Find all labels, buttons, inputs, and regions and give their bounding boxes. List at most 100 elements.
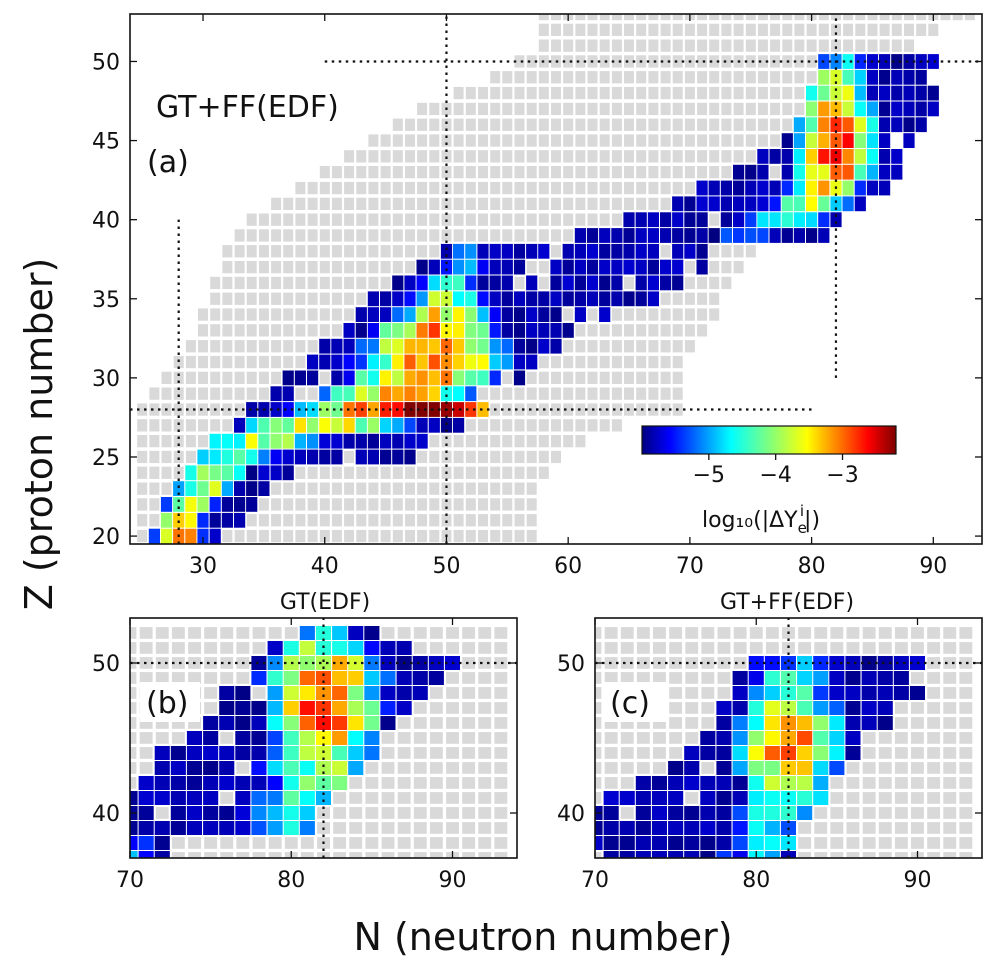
nucleus-cell: [348, 626, 364, 640]
nucleus-cell: [299, 761, 315, 775]
empty-cell: [344, 181, 355, 195]
empty-cell: [392, 498, 403, 511]
nucleus-cell: [392, 323, 404, 338]
nucleus-cell: [170, 791, 186, 805]
empty-cell: [514, 166, 525, 179]
empty-cell: [295, 229, 306, 242]
empty-cell: [794, 39, 805, 52]
panel-a-x-ticks: 30 40 50 60 70 80 90: [189, 14, 947, 579]
empty-cell: [831, 23, 841, 36]
empty-cell: [429, 166, 440, 179]
empty-cell: [624, 371, 634, 384]
empty-cell: [130, 642, 137, 654]
nucleus-cell: [797, 746, 813, 760]
nucleus-cell: [818, 212, 830, 228]
empty-cell: [344, 482, 355, 495]
empty-cell: [604, 672, 618, 684]
empty-cell: [575, 340, 586, 353]
empty-cell: [462, 807, 476, 819]
empty-cell: [465, 435, 476, 448]
empty-cell: [943, 747, 957, 759]
panel-b-label-box: [140, 682, 200, 722]
nucleus-cell: [708, 196, 720, 212]
empty-cell: [155, 627, 169, 639]
nucleus-cell: [672, 228, 684, 243]
empty-cell: [669, 657, 683, 669]
empty-cell: [295, 324, 306, 337]
nucleus-cell: [364, 746, 380, 760]
nucleus-cell: [332, 716, 348, 730]
empty-cell: [514, 403, 525, 416]
nucleus-cell: [282, 402, 294, 417]
nucleus-cell: [599, 275, 611, 291]
empty-cell: [959, 627, 973, 639]
empty-cell: [685, 702, 699, 714]
nucleus-cell: [599, 291, 611, 307]
empty-cell: [749, 642, 763, 654]
empty-cell: [283, 245, 294, 258]
nucleus-cell: [319, 417, 331, 433]
empty-cell: [538, 261, 549, 274]
empty-cell: [331, 324, 342, 337]
empty-cell: [368, 229, 379, 242]
empty-cell: [429, 450, 440, 464]
empty-cell: [356, 514, 367, 527]
nucleus-cell: [619, 821, 635, 835]
empty-cell: [392, 166, 403, 179]
empty-cell: [397, 807, 411, 819]
nucleus-cell: [299, 776, 315, 790]
nucleus-cell: [830, 101, 842, 117]
empty-cell: [551, 23, 561, 36]
nucleus-cell: [392, 291, 404, 307]
nucleus-cell: [764, 791, 780, 805]
empty-cell: [798, 822, 812, 834]
nucleus-cell: [130, 791, 138, 805]
nucleus-cell: [501, 323, 513, 338]
nucleus-cell: [235, 806, 251, 820]
empty-cell: [757, 118, 768, 131]
empty-cell: [417, 181, 428, 195]
nucleus-cell: [764, 851, 780, 858]
empty-cell: [685, 642, 699, 654]
empty-cell: [295, 308, 306, 321]
empty-cell: [494, 777, 508, 789]
nucleus-cell: [891, 101, 903, 117]
empty-cell: [733, 39, 744, 52]
nucleus-cell: [489, 338, 501, 354]
empty-cell: [494, 807, 508, 819]
empty-cell: [429, 777, 443, 789]
x-tick-label: 40: [311, 554, 339, 579]
nucleus-cell: [465, 275, 477, 291]
empty-cell: [894, 627, 908, 639]
empty-cell: [575, 150, 586, 163]
empty-cell: [745, 39, 756, 52]
nucleus-cell: [319, 338, 331, 354]
empty-cell: [462, 642, 476, 654]
empty-cell: [319, 213, 330, 226]
nucleus-cell: [891, 85, 903, 101]
empty-cell: [149, 514, 160, 527]
nucleus-cell: [603, 821, 619, 835]
empty-cell: [733, 245, 744, 258]
empty-cell: [478, 166, 488, 179]
nucleus-cell: [842, 196, 854, 212]
empty-cell: [222, 308, 233, 321]
empty-cell: [733, 71, 744, 84]
nucleus-cell: [355, 386, 367, 402]
empty-cell: [446, 717, 459, 729]
empty-cell: [648, 340, 659, 353]
nucleus-cell: [716, 806, 732, 820]
nucleus-cell: [367, 370, 379, 386]
nucleus-cell: [818, 180, 830, 196]
empty-cell: [494, 762, 508, 774]
empty-cell: [252, 837, 266, 849]
empty-cell: [210, 340, 221, 353]
nucleus-cell: [716, 716, 732, 730]
nucleus-cell: [854, 133, 866, 148]
nucleus-cell: [757, 196, 769, 212]
empty-cell: [137, 514, 148, 527]
empty-cell: [595, 792, 602, 804]
empty-cell: [222, 261, 233, 274]
empty-cell: [429, 529, 440, 543]
nucleus-cell: [732, 776, 748, 790]
